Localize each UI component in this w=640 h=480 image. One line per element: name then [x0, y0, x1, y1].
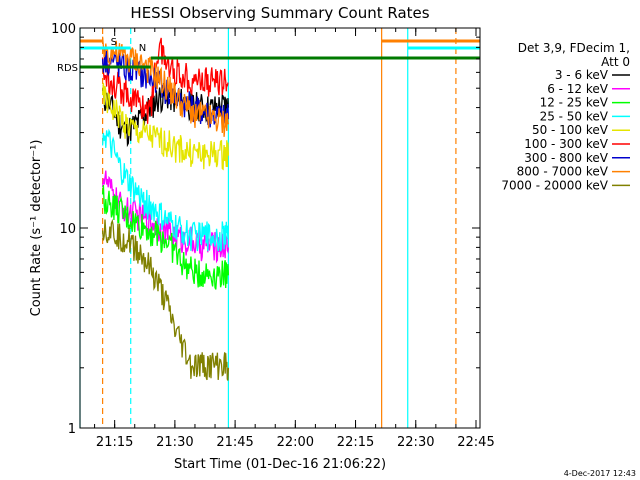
legend-entry-label-8: 7000 - 20000 keV: [501, 178, 608, 192]
legend-entry-label-4: 50 - 100 keV: [532, 123, 609, 137]
series-lines: [101, 36, 230, 381]
x-tick-label-4: 22:15: [337, 435, 374, 450]
series-line-8: [101, 218, 230, 381]
tick-labels: 21:15 21:30 21:45 22:00 22:15 22:30 22:45 1 10 10…: [51, 22, 495, 450]
series-line-2: [101, 184, 230, 290]
series-line-5: [101, 37, 229, 124]
night-flag-label: N: [139, 43, 146, 54]
x-tick-label-6: 22:45: [457, 435, 494, 450]
legend-entry-label-5: 100 - 300 keV: [524, 137, 608, 151]
legend-entry-label-2: 12 - 25 keV: [540, 96, 609, 110]
legend-header-line-2: Att 0: [601, 55, 630, 69]
y-tick-label-1: 10: [59, 222, 76, 237]
y-axis-label: Count Rate (s⁻¹ detector⁻¹): [29, 140, 44, 317]
x-axis-label: Start Time (01-Dec-16 21:06:22): [174, 457, 386, 472]
chart-title: HESSI Observing Summary Count Rates: [130, 4, 429, 22]
series-line-4: [101, 82, 230, 171]
legend-entry-label-6: 300 - 800 keV: [524, 151, 608, 165]
y-tick-label-0: 1: [68, 422, 76, 437]
plot-frame: [79, 27, 481, 429]
series-line-3: [101, 128, 230, 252]
legend-entry-label-1: 6 - 12 keV: [547, 82, 609, 96]
x-tick-label-1: 21:30: [156, 435, 193, 450]
saa-flag-label: S: [111, 37, 117, 48]
y-tick-label-2: 100: [51, 22, 76, 37]
axes: [79, 27, 481, 429]
legend-entry-label-3: 25 - 50 keV: [540, 109, 609, 123]
legend-entry-label-7: 800 - 7000 keV: [517, 165, 609, 179]
rds-flag-label: RDS: [57, 63, 78, 74]
vertical-markers: [79, 28, 457, 428]
x-tick-label-3: 22:00: [277, 435, 314, 450]
footer-timestamp: 4-Dec-2017 12:43: [564, 469, 636, 478]
flag-bars: S N RDS: [57, 37, 480, 74]
x-tick-label-5: 22:30: [397, 435, 434, 450]
legend-header-line-1: Det 3,9, FDecim 1,: [518, 41, 630, 55]
x-tick-label-2: 21:45: [216, 435, 253, 450]
series-line-7: [101, 36, 230, 137]
legend-entry-label-0: 3 - 6 keV: [555, 68, 609, 82]
x-tick-label-0: 21:15: [96, 435, 133, 450]
